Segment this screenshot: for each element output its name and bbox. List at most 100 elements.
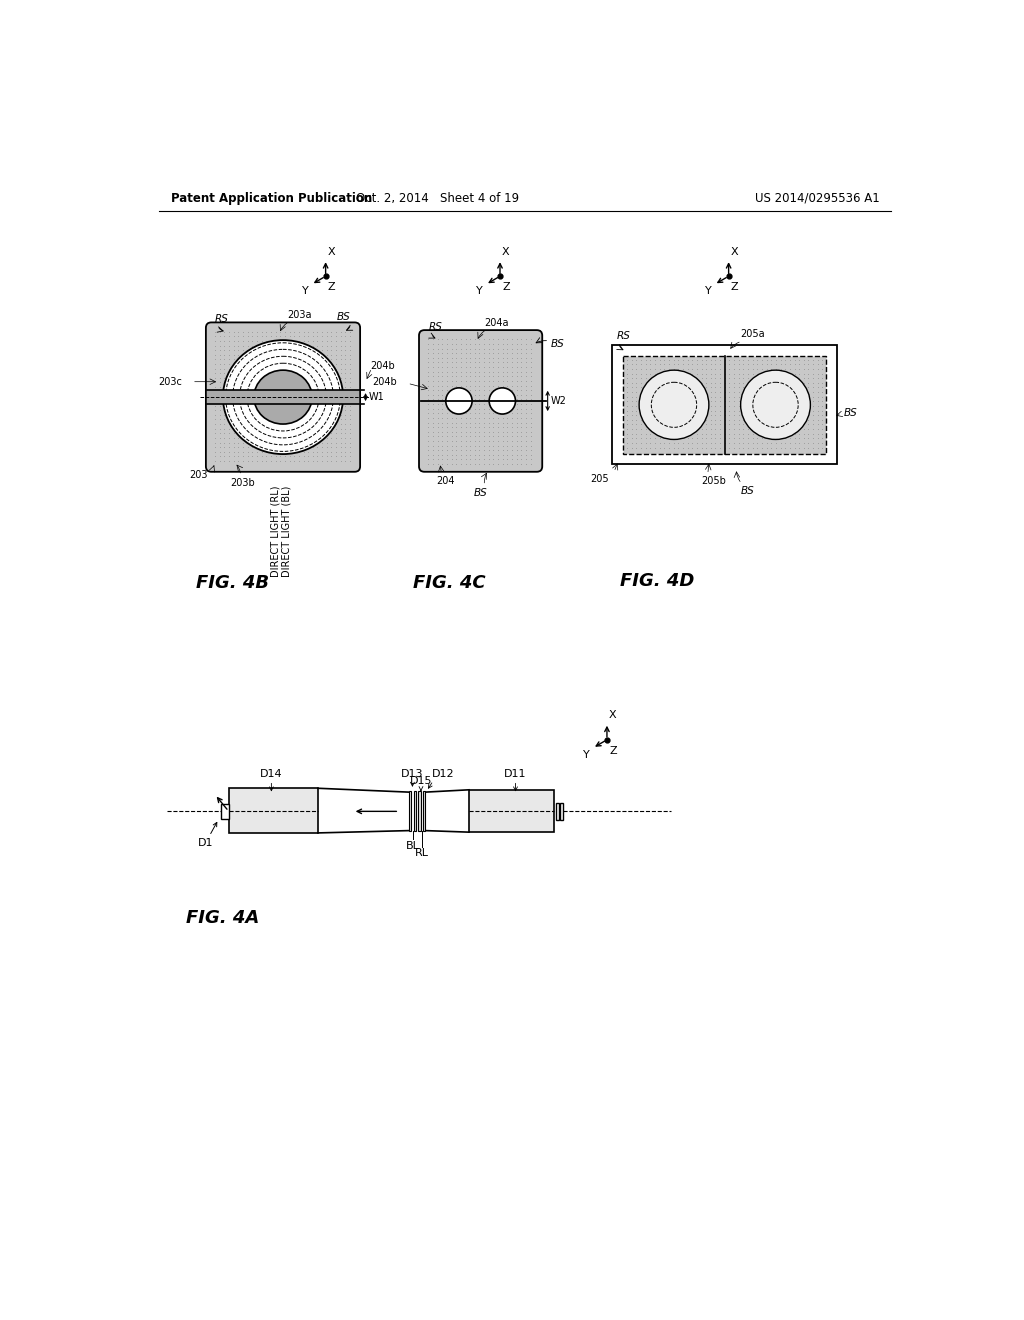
Point [342,358,358,379]
Point [324,372,340,393]
Point [254,372,270,393]
Point [750,433,766,454]
Point [518,375,535,396]
Point [295,326,311,347]
Point [291,450,307,471]
Point [272,321,289,342]
Point [305,367,322,388]
Point [721,372,737,393]
Point [234,372,251,393]
Point [744,409,761,430]
Point [244,432,260,453]
Point [324,330,340,351]
Point [698,400,715,421]
Point [305,354,322,375]
Point [216,385,232,407]
Point [434,430,451,451]
Point [712,396,728,417]
Point [744,405,761,426]
Point [628,424,644,445]
Point [730,381,746,403]
Point [791,428,807,449]
Point [513,389,529,411]
Point [693,354,710,375]
Point [434,403,451,424]
Point [679,396,695,417]
Point [276,354,293,375]
Bar [208,391,358,404]
Point [693,396,710,417]
Point [730,437,746,458]
Point [509,334,525,355]
Point [801,372,817,393]
Point [467,408,483,429]
Point [258,391,274,412]
Point [777,391,794,412]
Point [628,400,644,421]
Point [449,430,465,451]
Point [712,387,728,408]
Point [230,372,247,393]
Point [666,372,682,393]
Point [234,358,251,379]
Point [300,335,316,356]
Point [476,454,493,475]
Point [675,378,691,399]
Point [263,335,280,356]
Circle shape [489,388,515,414]
Point [300,409,316,430]
Point [777,409,794,430]
Point [272,381,289,403]
Point [309,367,326,388]
Point [249,358,265,379]
Point [759,378,775,399]
Point [509,375,525,396]
Point [744,354,761,375]
Point [453,389,469,411]
Point [679,405,695,426]
Point [656,350,673,371]
Text: 204: 204 [436,475,455,486]
Point [276,418,293,440]
Point [333,446,349,467]
Point [618,372,635,393]
Point [721,405,737,426]
Point [240,400,256,421]
Point [286,446,302,467]
Point [777,400,794,421]
Point [633,381,649,403]
Point [221,326,238,347]
Point [513,371,529,392]
Point [801,409,817,430]
Point [647,381,664,403]
Point [225,330,242,351]
Point [504,389,520,411]
Point [263,345,280,366]
Point [730,391,746,412]
Point [337,372,353,393]
Point [628,433,644,454]
Point [489,338,506,359]
Point [221,418,238,440]
Point [708,409,724,430]
Point [735,391,752,412]
Point [471,356,487,378]
Point [801,387,817,408]
Point [810,381,826,403]
Point [337,432,353,453]
Text: D1: D1 [198,838,213,849]
Point [754,414,770,436]
Point [666,418,682,440]
Point [805,359,821,380]
Point [638,350,654,371]
Point [750,354,766,375]
Point [254,321,270,342]
Point [207,432,223,453]
Point [291,409,307,430]
Point [295,363,311,384]
Point [207,404,223,425]
Point [438,371,455,392]
Point [305,413,322,434]
Point [305,450,322,471]
Point [249,437,265,458]
